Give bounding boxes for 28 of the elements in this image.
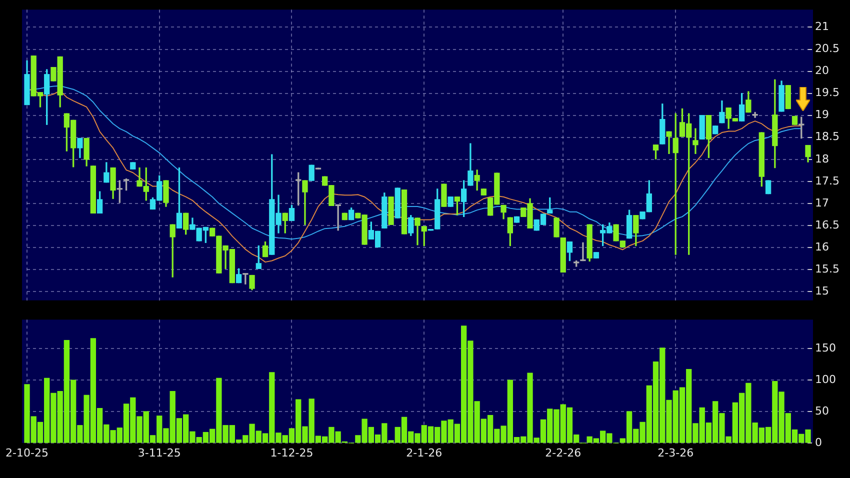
y-tick-label: 20.5 [815, 42, 840, 56]
y-tick-label: 16.5 [815, 218, 840, 232]
y-tick-label: 100 [815, 372, 836, 386]
y-tick-label: 17.5 [815, 174, 840, 188]
y-tick-label: 18.5 [815, 130, 840, 144]
y-tick-label: 0 [815, 436, 822, 449]
y-tick-label: 150 [815, 341, 836, 354]
y-tick-label: 15 [815, 284, 829, 298]
y-tick-label: 17 [815, 196, 829, 210]
category-label: 2-1-26 [406, 446, 442, 460]
y-tick-label: 20 [815, 64, 829, 78]
category-label: 1-12-25 [270, 446, 314, 460]
category-label: 3-11-25 [138, 446, 181, 460]
candlestick [580, 242, 586, 262]
candlestick [335, 204, 341, 231]
y-tick-label: 15.5 [815, 262, 840, 276]
category-label: 2-10-25 [6, 446, 48, 460]
y-tick-label: 21 [815, 20, 829, 34]
y-tick-label: 16 [815, 240, 829, 254]
y-tick-label: 19.5 [815, 86, 840, 100]
candlestick [666, 131, 672, 154]
candlestick [692, 128, 698, 154]
category-label: 2-2-26 [545, 446, 582, 460]
y-tick-label: 19 [815, 108, 829, 122]
category-label: 2-3-26 [658, 446, 694, 460]
candlestick [752, 112, 758, 118]
y-tick-label: 50 [815, 404, 829, 418]
y-tick-label: 18 [815, 152, 829, 166]
